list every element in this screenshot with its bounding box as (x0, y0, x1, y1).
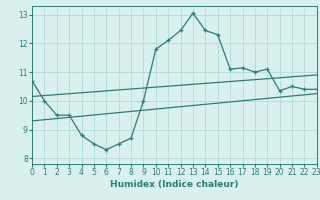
X-axis label: Humidex (Indice chaleur): Humidex (Indice chaleur) (110, 180, 239, 189)
